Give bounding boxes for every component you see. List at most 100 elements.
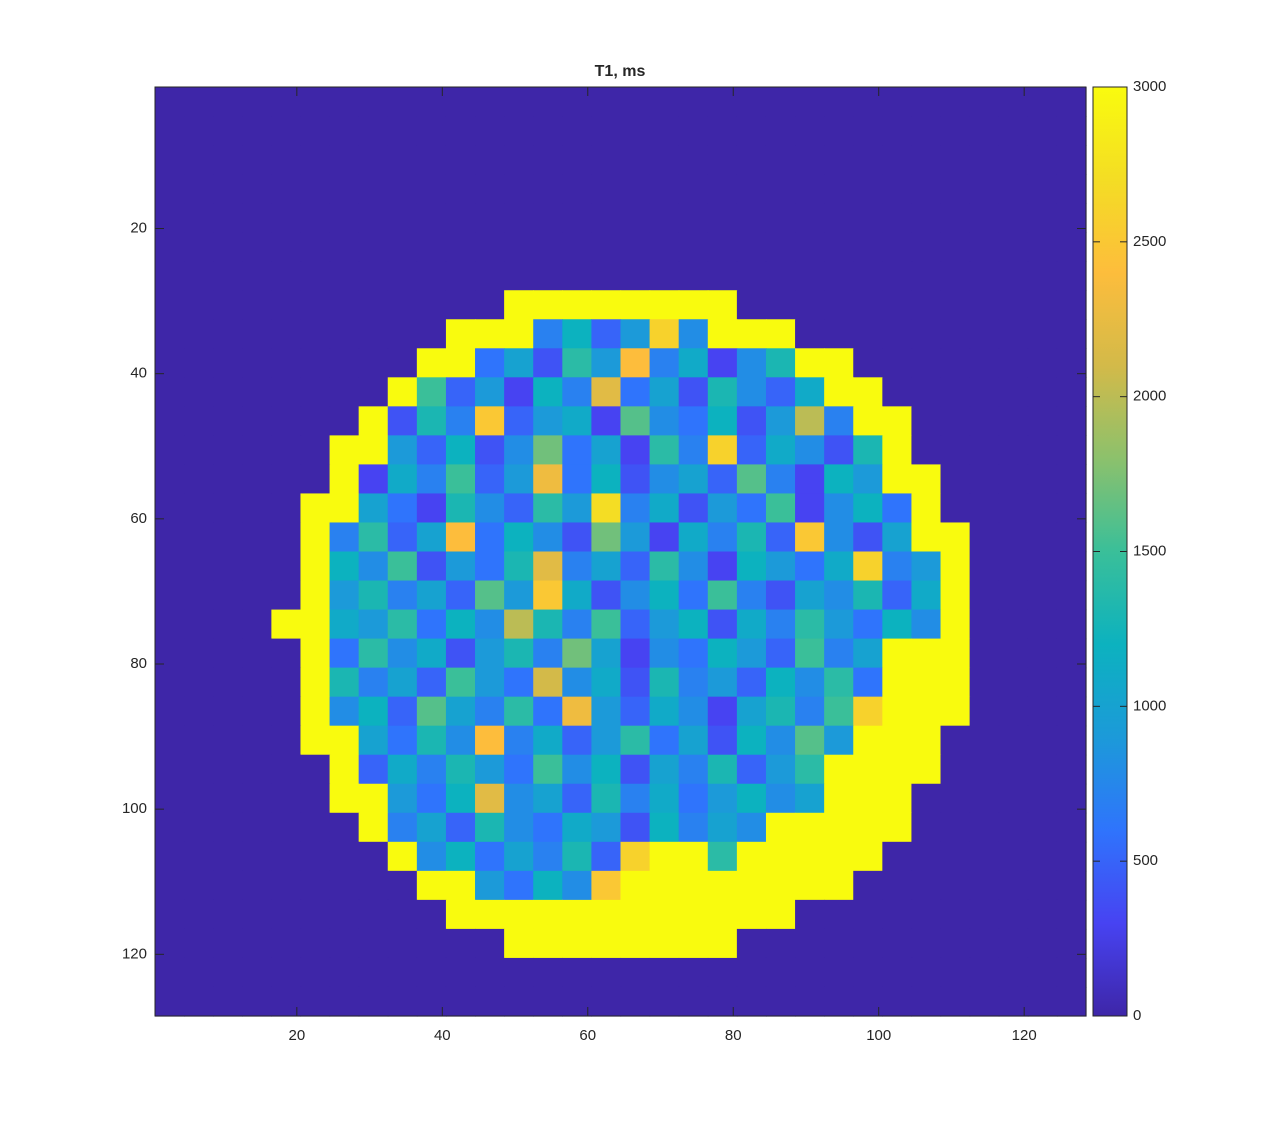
heatmap-cell (242, 348, 272, 378)
heatmap-cell (271, 290, 302, 320)
heatmap-cell (824, 928, 854, 959)
heatmap-cell (998, 464, 1029, 495)
heatmap-cell (969, 116, 1000, 146)
heatmap-cell (1056, 522, 1087, 553)
heatmap-cell (329, 348, 360, 378)
heatmap-cell (1056, 203, 1087, 233)
heatmap-cell (853, 406, 883, 436)
heatmap-cell (213, 464, 243, 495)
heatmap-cell (678, 348, 709, 378)
heatmap-cell (242, 464, 272, 495)
heatmap-cell (765, 667, 796, 698)
heatmap-cell (416, 174, 447, 204)
heatmap-cell (271, 957, 302, 988)
heatmap-cell (736, 522, 767, 553)
heatmap-cell (998, 667, 1029, 698)
heatmap-cell (620, 725, 651, 756)
heatmap-cell (591, 928, 622, 959)
heatmap-cell (184, 493, 214, 524)
heatmap-cell (882, 377, 913, 407)
heatmap-cell (765, 435, 796, 466)
heatmap-cell (387, 899, 418, 930)
heatmap-cell (184, 696, 214, 727)
heatmap-cell (591, 261, 622, 291)
heatmap-cell (213, 754, 243, 785)
heatmap-cell (649, 957, 680, 988)
heatmap-cell (300, 986, 331, 1017)
heatmap-cell (184, 203, 214, 233)
heatmap-cell (765, 522, 796, 553)
heatmap-cell (1056, 319, 1087, 349)
heatmap-cell (591, 87, 622, 117)
heatmap-cell (155, 261, 185, 291)
heatmap-cell (504, 319, 534, 349)
heatmap-cell (387, 609, 418, 640)
heatmap-cell (358, 435, 389, 466)
heatmap-cell (649, 493, 680, 524)
heatmap-cell (445, 551, 476, 582)
heatmap-cell (416, 609, 447, 640)
heatmap-cell (795, 174, 825, 204)
heatmap-cell (387, 696, 418, 727)
heatmap-cell (998, 116, 1029, 146)
heatmap-cell (591, 957, 622, 988)
heatmap-cell (329, 203, 360, 233)
heatmap-cell (678, 696, 709, 727)
heatmap-cell (475, 957, 505, 988)
heatmap-cell (475, 986, 505, 1017)
heatmap-cell (242, 551, 272, 582)
heatmap-cell (853, 841, 883, 872)
heatmap-cell (969, 435, 1000, 466)
heatmap-cell (882, 638, 913, 669)
heatmap-cell (707, 609, 738, 640)
heatmap-cell (271, 87, 302, 117)
heatmap-cell (358, 609, 389, 640)
heatmap-cell (533, 406, 563, 436)
heatmap-cell (940, 493, 971, 524)
heatmap-cell (911, 551, 942, 582)
heatmap-cell (1027, 986, 1058, 1017)
heatmap-cell (824, 174, 854, 204)
heatmap-cell (707, 290, 738, 320)
heatmap-cell (591, 203, 622, 233)
heatmap-cell (213, 232, 243, 262)
y-tick-label: 40 (130, 365, 147, 382)
heatmap-cell (533, 841, 563, 872)
heatmap-cell (562, 986, 593, 1017)
heatmap-cell (940, 696, 971, 727)
heatmap-cell (533, 348, 563, 378)
heatmap-cell (533, 319, 563, 349)
heatmap-cell (358, 899, 389, 930)
heatmap-cell (213, 551, 243, 582)
heatmap-cell (155, 870, 185, 901)
heatmap-cell (620, 783, 651, 814)
heatmap-cell (329, 870, 360, 901)
heatmap-cell (707, 783, 738, 814)
heatmap-cell (707, 435, 738, 466)
heatmap-cell (853, 928, 883, 959)
heatmap-cell (358, 464, 389, 495)
heatmap-cell (271, 928, 302, 959)
heatmap-cell (998, 986, 1029, 1017)
heatmap-cell (242, 87, 272, 117)
heatmap-cell (853, 464, 883, 495)
heatmap-cell (649, 174, 680, 204)
heatmap-cell (795, 841, 825, 872)
heatmap-cell (707, 725, 738, 756)
heatmap-cell (416, 348, 447, 378)
heatmap-cell (795, 783, 825, 814)
heatmap-cell (533, 87, 563, 117)
heatmap-cell (504, 899, 534, 930)
heatmap-cell (969, 493, 1000, 524)
heatmap-cell (1056, 232, 1087, 262)
heatmap-cell (678, 957, 709, 988)
heatmap-cell (940, 319, 971, 349)
heatmap-cell (242, 609, 272, 640)
heatmap-cell (795, 957, 825, 988)
heatmap-cell (184, 522, 214, 553)
heatmap-cell (445, 145, 476, 175)
heatmap-cell (940, 377, 971, 407)
heatmap-cell (184, 841, 214, 872)
heatmap-cell (853, 812, 883, 843)
heatmap-cell (998, 696, 1029, 727)
